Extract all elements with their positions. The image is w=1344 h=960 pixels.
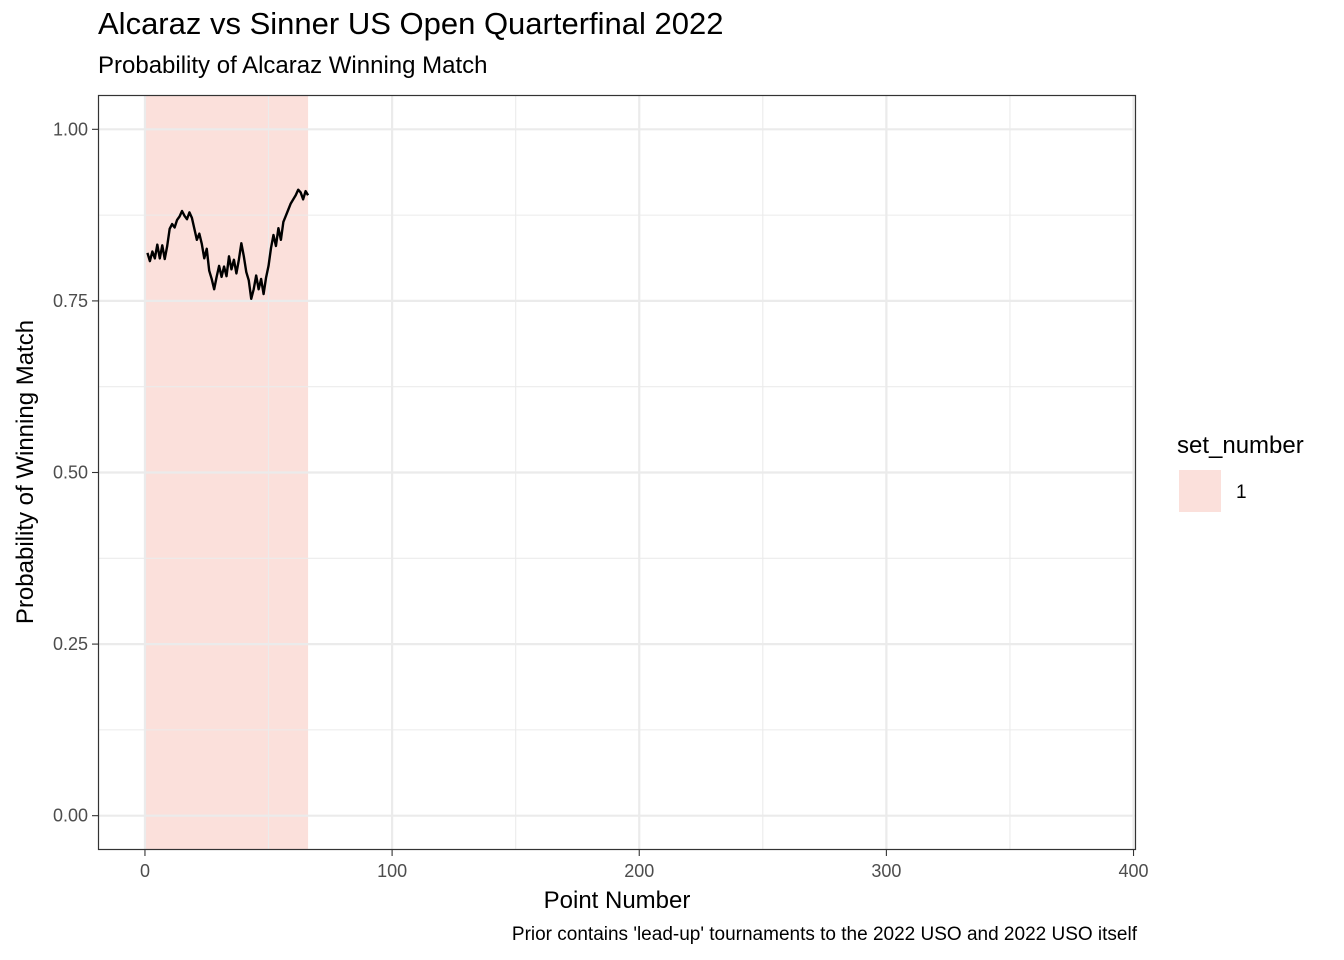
legend-key (1179, 470, 1221, 512)
chart-subtitle: Probability of Alcaraz Winning Match (98, 52, 488, 79)
x-tick-label: 0 (140, 861, 150, 881)
y-axis-title: Probability of Winning Match (12, 320, 39, 624)
x-axis: 0 100 200 300 400 (140, 850, 1149, 881)
x-tick-label: 400 (1119, 861, 1149, 881)
series-line (146, 188, 310, 301)
plot-panel-border (97, 94, 1137, 851)
legend-title: set_number (1177, 432, 1304, 459)
y-tick-label: 1.00 (53, 119, 88, 139)
y-tick-label: 0.00 (53, 806, 88, 826)
major-gridlines (98, 95, 1136, 850)
y-tick-label: 0.75 (53, 291, 88, 311)
y-tick-label: 0.25 (53, 634, 88, 654)
series-lines (146, 188, 310, 301)
x-tick-label: 300 (871, 861, 901, 881)
chart-title: Alcaraz vs Sinner US Open Quarterfinal 2… (98, 6, 724, 41)
legend-label: 1 (1236, 482, 1247, 503)
legend: set_number 1 (1177, 432, 1304, 512)
x-tick-label: 100 (377, 861, 407, 881)
x-axis-title: Point Number (544, 887, 691, 914)
x-tick-label: 200 (624, 861, 654, 881)
y-axis: 0.00 0.25 0.50 0.75 1.00 (53, 119, 98, 826)
y-tick-label: 0.50 (53, 463, 88, 483)
chart-caption: Prior contains 'lead-up' tournaments to … (511, 924, 1137, 945)
